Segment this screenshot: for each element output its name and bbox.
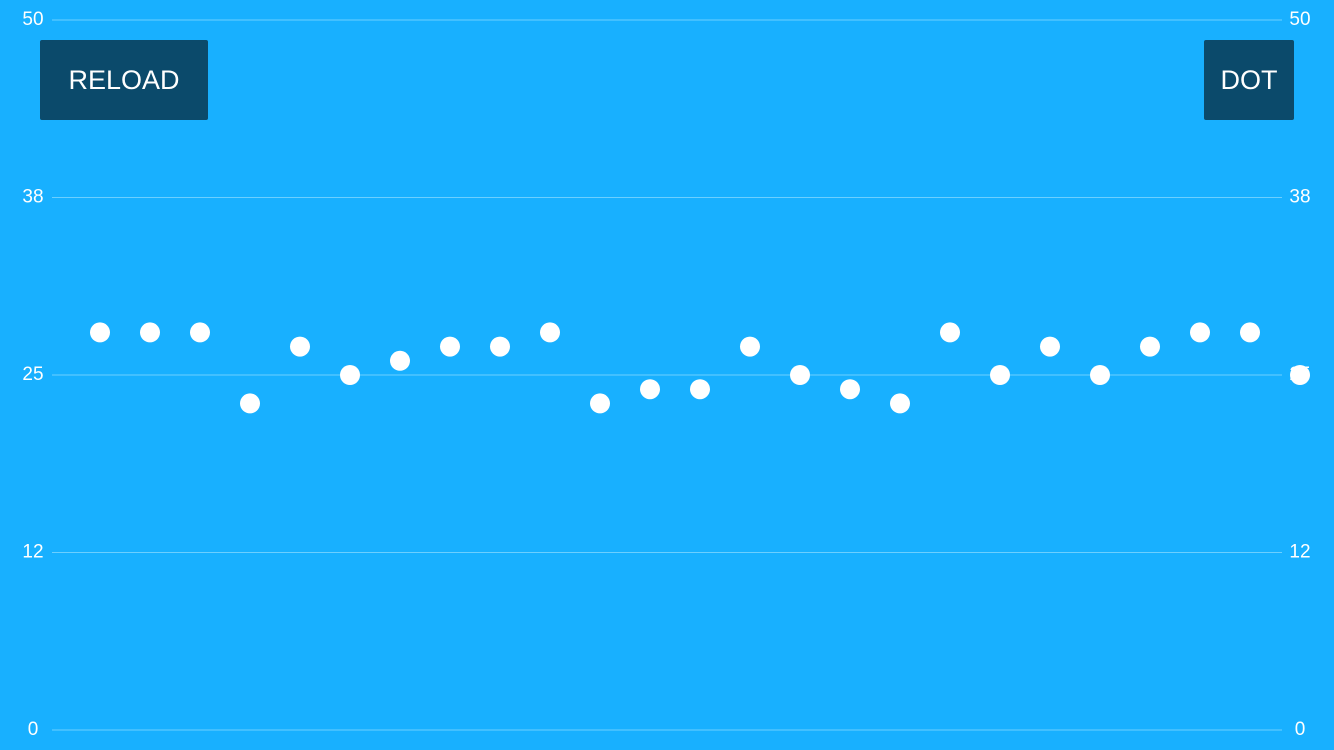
dot [1140, 336, 1160, 357]
dot [740, 336, 760, 357]
y2-tick-label: 12 [1289, 542, 1310, 563]
dot [90, 322, 110, 343]
y2-tick-label: 50 [1289, 9, 1310, 30]
dot [1290, 365, 1310, 385]
dot [140, 322, 160, 343]
dot [440, 336, 460, 357]
dot [390, 350, 410, 371]
y-tick-label: 38 [22, 187, 43, 208]
dot [840, 379, 860, 400]
dot [590, 393, 610, 414]
dot [1040, 336, 1060, 357]
dot [290, 336, 310, 357]
dot [1240, 322, 1260, 343]
dot [890, 393, 910, 414]
y-tick-label: 12 [22, 542, 43, 563]
dot [1190, 322, 1210, 343]
dot [940, 322, 960, 343]
reload-button[interactable]: RELOAD [40, 40, 208, 120]
dot [340, 365, 360, 385]
dot [1090, 365, 1110, 385]
dot [540, 322, 560, 343]
dot-button[interactable]: DOT [1204, 40, 1294, 120]
dot [190, 322, 210, 343]
dot [490, 336, 510, 357]
dot [790, 365, 810, 385]
y-tick-label: 0 [28, 719, 39, 740]
y2-tick-label: 38 [1289, 187, 1310, 208]
dot [990, 365, 1010, 385]
dot [690, 379, 710, 400]
y-tick-label: 50 [22, 9, 43, 30]
y-tick-label: 25 [22, 364, 43, 385]
dot [240, 393, 260, 414]
dot [640, 379, 660, 400]
y2-tick-label: 0 [1295, 719, 1306, 740]
